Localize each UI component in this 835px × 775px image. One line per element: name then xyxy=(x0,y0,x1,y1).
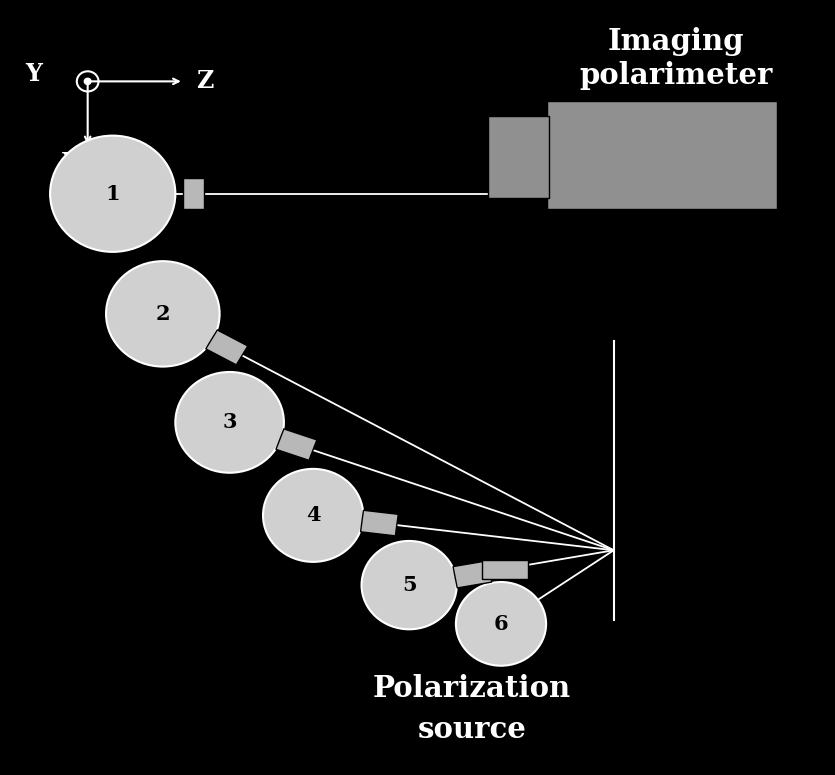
Circle shape xyxy=(50,136,175,252)
Text: Polarization
source: Polarization source xyxy=(372,674,571,744)
Circle shape xyxy=(456,582,546,666)
Circle shape xyxy=(84,78,91,84)
Polygon shape xyxy=(453,561,492,588)
Circle shape xyxy=(175,372,284,473)
Polygon shape xyxy=(361,510,398,536)
Text: 3: 3 xyxy=(222,412,237,432)
Circle shape xyxy=(106,261,220,367)
Text: X: X xyxy=(62,151,80,174)
Polygon shape xyxy=(483,560,528,580)
Text: 5: 5 xyxy=(402,575,417,595)
Bar xyxy=(547,101,777,209)
Text: 6: 6 xyxy=(493,614,509,634)
Bar xyxy=(488,116,549,198)
Text: 2: 2 xyxy=(155,304,170,324)
Circle shape xyxy=(263,469,363,562)
Text: 4: 4 xyxy=(306,505,321,525)
Polygon shape xyxy=(205,330,248,365)
Polygon shape xyxy=(184,178,205,209)
Text: 1: 1 xyxy=(105,184,120,204)
Text: Y: Y xyxy=(25,62,42,85)
Circle shape xyxy=(362,541,457,629)
Text: Z: Z xyxy=(196,70,213,93)
Text: Imaging
polarimeter: Imaging polarimeter xyxy=(579,27,773,90)
Polygon shape xyxy=(276,429,317,460)
